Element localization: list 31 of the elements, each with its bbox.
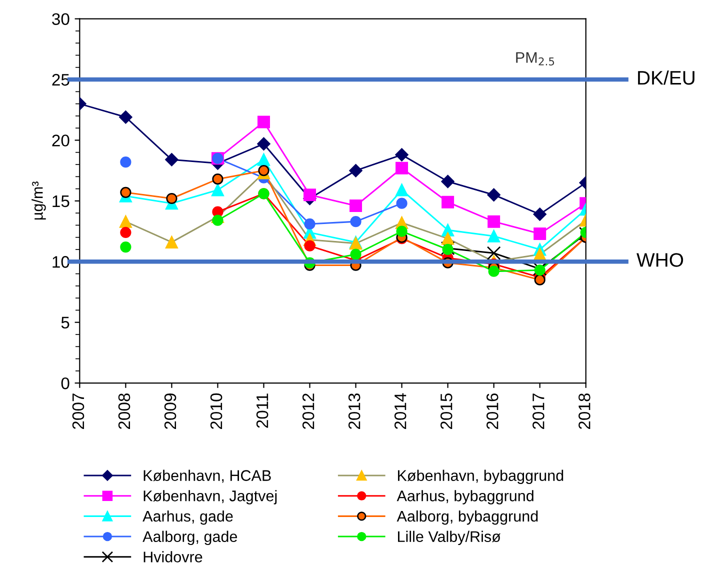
legend-label: Hvidovre <box>144 551 202 562</box>
x-tick-label: 2014 <box>394 393 406 429</box>
legend-label: Aalborg, gade <box>142 530 238 546</box>
y-tick-label: 5 <box>61 316 70 329</box>
x-tick-label: 2007 <box>72 394 84 429</box>
y-tick-label: 15 <box>52 196 70 208</box>
x-tick-label: 2008 <box>118 393 130 429</box>
annotation: PM$_{2.5}$ <box>516 52 554 66</box>
x-tick-label: 2015 <box>440 393 452 429</box>
x-tick-label: 2012 <box>302 394 314 429</box>
y-tick-label: 25 <box>52 74 70 86</box>
ref-line-label: DK/EU <box>638 70 694 85</box>
y-tick-label: 20 <box>52 134 70 146</box>
legend-label: Lille Valby/Risø <box>398 530 501 546</box>
legend-label: København, Jagtvej <box>144 490 277 504</box>
x-tick-label: 2013 <box>348 393 360 429</box>
legend-label: Aarhus, gade <box>142 510 233 525</box>
x-tick-label: 2017 <box>532 394 544 429</box>
x-tick-label: 2011 <box>256 394 268 428</box>
x-tick-label: 2016 <box>486 393 498 429</box>
legend-label: København, HCAB <box>144 470 271 483</box>
legend-label: Aarhus, bybaggrund <box>396 490 534 504</box>
x-tick-label: 2010 <box>210 393 222 429</box>
y-axis-title: µg/m³ <box>32 182 46 220</box>
x-tick-label: 2018 <box>578 393 590 429</box>
y-tick-label: 30 <box>52 13 70 26</box>
legend-label: Aalborg, bybaggrund <box>396 510 538 525</box>
ref-line-label: WHO <box>636 253 684 267</box>
x-tick-label: 2009 <box>164 394 176 429</box>
y-tick-label: 0 <box>61 377 70 390</box>
legend-label: København, bybaggrund <box>398 470 564 484</box>
